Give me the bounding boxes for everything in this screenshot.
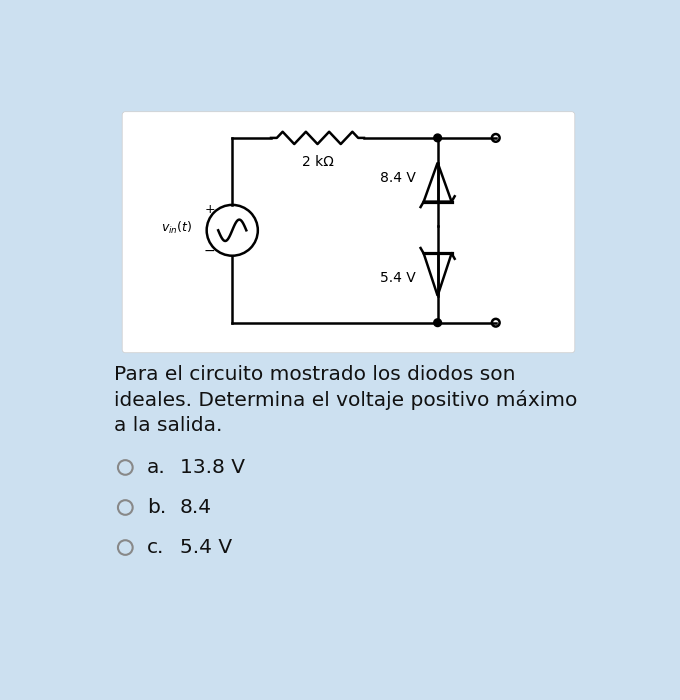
Text: −: − [204,244,216,258]
Text: $v_{in}(t)$: $v_{in}(t)$ [161,220,192,236]
Text: 8.4: 8.4 [180,498,211,517]
Text: 5.4 V: 5.4 V [180,538,232,557]
Text: a.: a. [147,458,166,477]
Circle shape [434,134,441,141]
Text: 5.4 V: 5.4 V [380,272,416,286]
Text: ideales. Determina el voltaje positivo máximo: ideales. Determina el voltaje positivo m… [114,391,578,410]
Text: b.: b. [147,498,166,517]
Text: 8.4 V: 8.4 V [380,172,416,186]
Text: c.: c. [147,538,165,557]
Text: 13.8 V: 13.8 V [180,458,245,477]
Text: +: + [205,203,215,216]
Circle shape [434,318,441,326]
FancyBboxPatch shape [122,112,575,353]
Text: a la salida.: a la salida. [114,416,223,435]
Text: 2 kΩ: 2 kΩ [301,155,333,169]
Text: Para el circuito mostrado los diodos son: Para el circuito mostrado los diodos son [114,365,516,384]
